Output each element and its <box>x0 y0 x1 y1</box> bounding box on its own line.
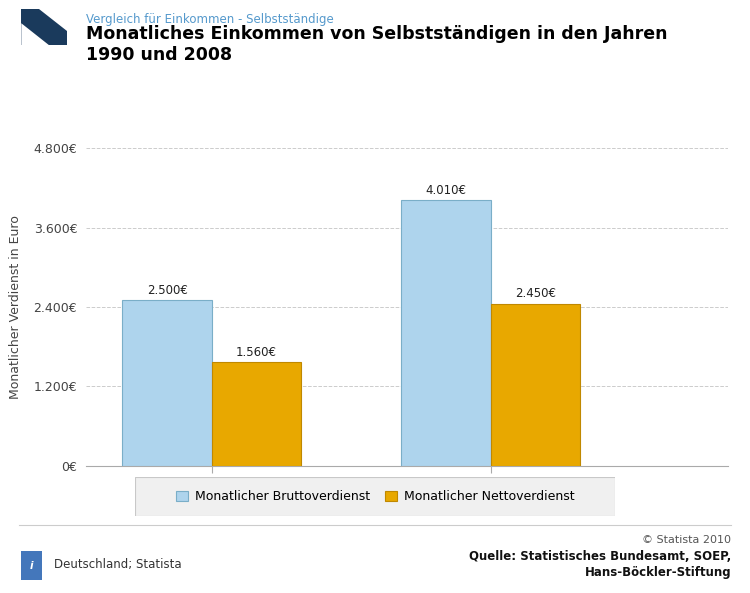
Polygon shape <box>21 23 50 46</box>
Text: 4.010€: 4.010€ <box>425 184 466 197</box>
Text: 1990 und 2008: 1990 und 2008 <box>86 46 232 63</box>
Text: 2.450€: 2.450€ <box>514 287 556 300</box>
Bar <box>490 304 580 466</box>
Text: 1.560€: 1.560€ <box>236 346 277 359</box>
Text: Monatliches Einkommen von Selbstständigen in den Jahren: Monatliches Einkommen von Selbstständige… <box>86 25 668 43</box>
Text: Vergleich für Einkommen - Selbstständige: Vergleich für Einkommen - Selbstständige <box>86 13 334 26</box>
Y-axis label: Monatlicher Verdienst in Euro: Monatlicher Verdienst in Euro <box>9 215 22 399</box>
Legend: Monatlicher Bruttoverdienst, Monatlicher Nettoverdienst: Monatlicher Bruttoverdienst, Monatlicher… <box>176 490 574 503</box>
Text: Quelle: Statistisches Bundesamt, SOEP,: Quelle: Statistisches Bundesamt, SOEP, <box>469 550 731 563</box>
Text: Deutschland; Statista: Deutschland; Statista <box>54 558 181 571</box>
Text: © Statista 2010: © Statista 2010 <box>642 535 731 545</box>
Bar <box>211 362 301 466</box>
Text: 2.500€: 2.500€ <box>147 283 188 296</box>
Bar <box>122 300 211 466</box>
Polygon shape <box>39 9 68 31</box>
Text: i: i <box>30 561 33 570</box>
FancyBboxPatch shape <box>135 477 615 516</box>
Bar <box>401 200 490 466</box>
Text: Hans-Böckler-Stiftung: Hans-Böckler-Stiftung <box>585 566 731 579</box>
